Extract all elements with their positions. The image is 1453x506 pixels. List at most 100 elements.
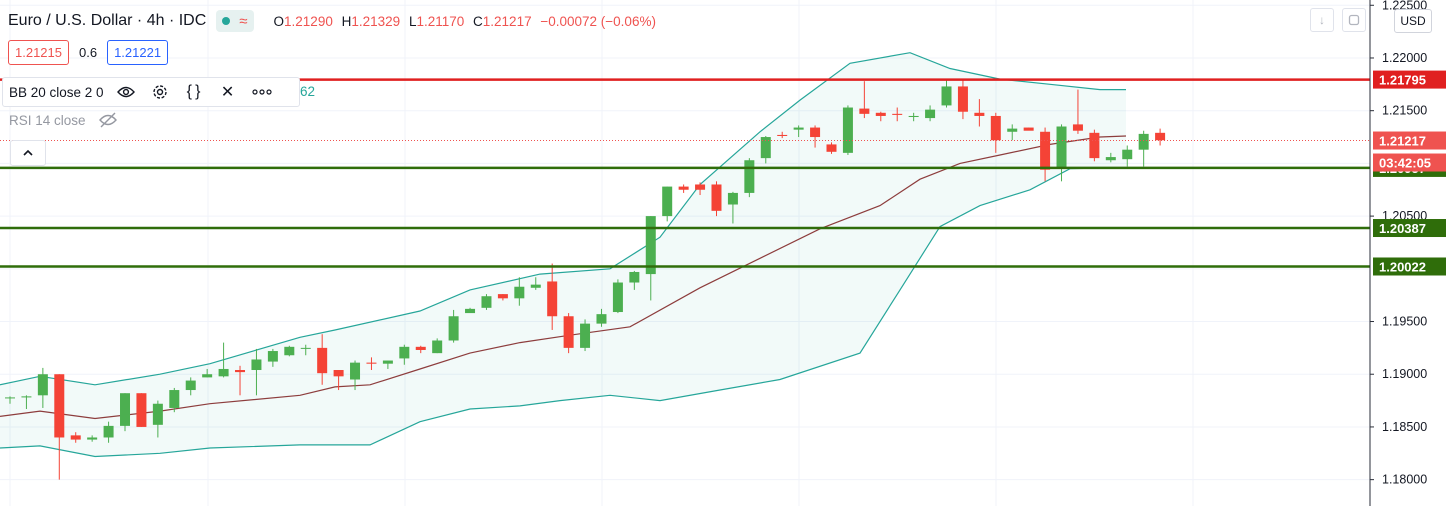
hline-price-label: 1.20387 <box>1379 221 1426 236</box>
candle-body <box>497 294 508 299</box>
bb-lower-line <box>0 167 1127 458</box>
low-value: 1.21170 <box>416 13 465 29</box>
bb-value: 62 <box>300 84 316 99</box>
candle-body <box>1072 124 1083 131</box>
candle-body <box>1105 157 1116 161</box>
candle-body <box>185 380 196 391</box>
hline-price-label: 1.21795 <box>1379 73 1426 88</box>
candle-body <box>629 271 640 283</box>
bb-upper-line <box>0 52 1126 386</box>
candle-body <box>514 286 525 299</box>
candle-body <box>925 109 936 119</box>
more-icon[interactable] <box>250 80 274 104</box>
restore-icon[interactable] <box>1342 8 1366 32</box>
hline-price-label-bg <box>1373 219 1446 238</box>
market-status[interactable]: ≈ <box>216 10 254 32</box>
candle-body <box>465 308 476 314</box>
candle-body <box>399 346 410 359</box>
top-right-tools: ↓ <box>1310 8 1334 32</box>
candle-body <box>350 362 361 380</box>
candle-body <box>481 296 492 308</box>
candle-body <box>235 370 246 373</box>
candle-body <box>366 362 377 364</box>
eye-icon[interactable] <box>114 80 138 104</box>
candle-body <box>645 216 656 275</box>
hline-price-label: 1.20022 <box>1379 259 1426 274</box>
candle-body <box>941 86 952 106</box>
candle-body <box>711 184 722 211</box>
candles <box>5 79 1166 480</box>
close-label: C <box>473 13 483 29</box>
candle-body <box>169 390 180 408</box>
price-tick-label: 1.18000 <box>1382 473 1427 487</box>
price-tick-label: 1.18500 <box>1382 420 1427 434</box>
candle-body <box>662 186 673 217</box>
last-price-label-bg <box>1373 131 1446 150</box>
spread-value: 0.6 <box>79 45 98 60</box>
candle-body <box>678 186 689 190</box>
ohlc-values: O1.21290 H1.21329 L1.21170 C1.21217 −0.0… <box>274 14 661 29</box>
rsi-label: RSI 14 close <box>9 112 86 128</box>
candle-body <box>892 113 903 115</box>
candle-body <box>727 192 738 205</box>
collapse-legend-button[interactable] <box>10 140 46 166</box>
candle-body <box>1023 127 1034 131</box>
candle-body <box>37 374 48 396</box>
candle-body <box>21 396 32 398</box>
candle-body <box>87 437 98 440</box>
candle-body <box>448 316 459 341</box>
bid-ask: 1.21215 0.6 1.21221 <box>8 40 169 65</box>
candle-body <box>974 112 985 116</box>
chevron-up-icon <box>23 149 33 156</box>
bb-label: BB 20 close 2 0 <box>9 84 104 100</box>
candle-body <box>300 347 311 349</box>
candle-body <box>875 112 886 116</box>
candle-body <box>432 340 443 354</box>
low-label: L <box>408 13 417 29</box>
braces-icon[interactable]: { } <box>186 83 201 100</box>
candle-body <box>284 346 295 356</box>
candle-body <box>218 368 229 377</box>
sell-price-button[interactable]: 1.21215 <box>8 40 69 65</box>
arrow-down-icon[interactable]: ↓ <box>1310 8 1334 32</box>
candle-body <box>382 360 393 364</box>
change-value: −0.00072 (−0.06%) <box>540 13 656 29</box>
candle-body <box>1056 126 1067 168</box>
candle-body <box>793 127 804 130</box>
bollinger-bands <box>0 52 1127 458</box>
candle-body <box>251 359 262 371</box>
gear-icon[interactable] <box>148 80 172 104</box>
eye-hidden-icon[interactable] <box>98 112 118 128</box>
currency-button[interactable]: USD <box>1394 9 1432 33</box>
close-icon[interactable]: ✕ <box>220 84 235 101</box>
symbol-title[interactable]: Euro / U.S. Dollar · 4h · IDC <box>8 12 207 29</box>
grid <box>0 0 1370 506</box>
candle-body <box>1007 128 1018 132</box>
price-tick-label: 1.19000 <box>1382 367 1427 381</box>
market-open-dot <box>222 17 231 25</box>
candle-body <box>5 397 15 399</box>
rsi-indicator-legend[interactable]: RSI 14 close <box>9 112 118 128</box>
candle-body <box>415 346 426 350</box>
candle-body <box>54 374 65 438</box>
candle-body <box>957 86 968 112</box>
candle-body <box>563 316 574 348</box>
legend-header: Euro / U.S. Dollar · 4h · IDC ≈ O1.21290… <box>8 8 661 34</box>
candle-body <box>810 127 821 138</box>
buy-price-button[interactable]: 1.21221 <box>107 40 169 65</box>
candle-body <box>760 137 771 159</box>
candle-body <box>596 314 607 324</box>
open-label: O <box>273 13 285 29</box>
candle-body <box>777 134 788 136</box>
hline-price-label-bg <box>1373 257 1446 276</box>
bb-indicator-legend[interactable]: BB 20 close 2 0 { } ✕ <box>2 77 300 107</box>
candle-body <box>152 403 163 425</box>
candle-body <box>103 425 114 438</box>
bar-countdown-label: 03:42:05 <box>1379 156 1431 171</box>
candle-body <box>1122 149 1133 160</box>
open-value: 1.21290 <box>284 13 333 29</box>
candle-body <box>1138 133 1149 150</box>
candle-body <box>744 160 755 193</box>
candle-body <box>826 144 837 152</box>
